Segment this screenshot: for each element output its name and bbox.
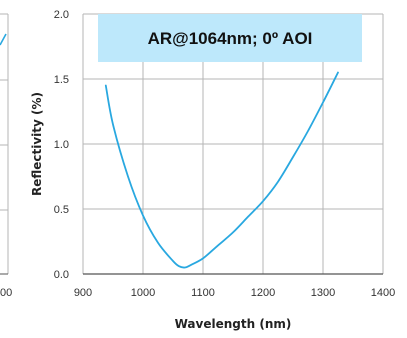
x-tick-label: 1000 [131, 287, 155, 299]
left-panel-fragment: 00 [0, 13, 12, 299]
reflectivity-series-line [104, 71, 339, 269]
annotation: AR@1064nm; 0º AOI [98, 14, 362, 62]
y-tick-labels: 0.0 0.5 1.0 1.5 2.0 [54, 9, 69, 281]
y-tick-label: 0.0 [54, 269, 69, 281]
y-tick-label: 1.5 [54, 74, 69, 86]
y-axis-title: Reflectivity (%) [30, 92, 44, 196]
x-tick-labels: 900 1000 1100 1200 1300 1400 [74, 287, 395, 299]
x-tick-label: 1100 [191, 287, 215, 299]
axes [82, 14, 383, 275]
left-panel-x-tick-label: 00 [0, 287, 12, 299]
x-tick-label: 900 [74, 287, 92, 299]
x-tick-label: 1300 [311, 287, 335, 299]
x-tick-label: 1200 [251, 287, 275, 299]
annotation-text: AR@1064nm; 0º AOI [148, 29, 313, 48]
annotation-box [98, 14, 362, 62]
x-tick-label: 1400 [371, 287, 395, 299]
y-tick-label: 1.0 [54, 139, 69, 151]
y-tick-label: 2.0 [54, 9, 69, 21]
x-axis-title: Wavelength (nm) [175, 317, 292, 331]
left-panel-curve [0, 33, 7, 46]
series [104, 71, 339, 269]
y-tick-label: 0.5 [54, 204, 69, 216]
